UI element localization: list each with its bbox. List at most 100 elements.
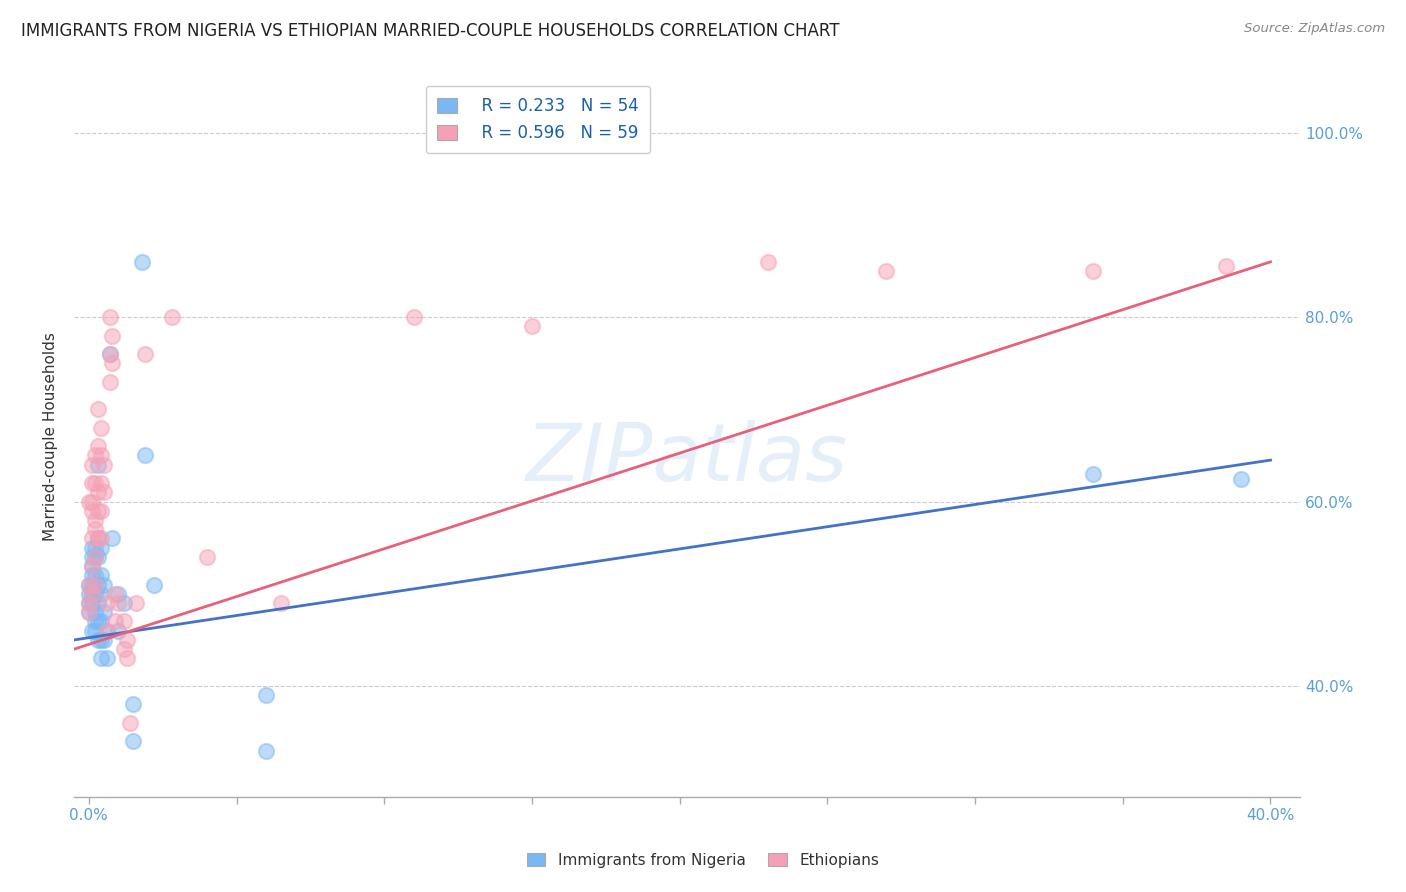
Point xyxy=(125,596,148,610)
Point xyxy=(875,264,897,278)
Point xyxy=(93,577,115,591)
Point xyxy=(83,577,105,591)
Point xyxy=(77,596,100,610)
Point xyxy=(93,632,115,647)
Point xyxy=(83,549,105,564)
Point xyxy=(80,476,103,491)
Point xyxy=(90,532,112,546)
Point xyxy=(142,577,165,591)
Point xyxy=(101,328,124,343)
Point xyxy=(83,615,105,629)
Point xyxy=(80,624,103,638)
Point xyxy=(90,568,112,582)
Point xyxy=(98,347,121,361)
Point xyxy=(98,310,121,325)
Point xyxy=(270,596,292,610)
Point xyxy=(80,568,103,582)
Point xyxy=(83,541,105,555)
Point xyxy=(77,605,100,619)
Point xyxy=(254,688,277,702)
Point xyxy=(80,577,103,591)
Point xyxy=(104,587,127,601)
Point xyxy=(520,319,543,334)
Point xyxy=(117,651,139,665)
Point xyxy=(1083,264,1105,278)
Point xyxy=(83,549,105,564)
Point xyxy=(80,532,103,546)
Point xyxy=(80,458,103,472)
Point xyxy=(195,549,218,564)
Point xyxy=(87,532,110,546)
Point xyxy=(80,587,103,601)
Point xyxy=(80,549,103,564)
Point xyxy=(131,255,153,269)
Point xyxy=(87,402,110,417)
Point xyxy=(134,347,156,361)
Legend: Immigrants from Nigeria, Ethiopians: Immigrants from Nigeria, Ethiopians xyxy=(519,845,887,875)
Point xyxy=(80,587,103,601)
Point xyxy=(1230,471,1253,485)
Text: ZIPatlas: ZIPatlas xyxy=(526,419,848,498)
Point xyxy=(90,541,112,555)
Y-axis label: Married-couple Households: Married-couple Households xyxy=(44,333,58,541)
Point xyxy=(83,513,105,527)
Point xyxy=(90,504,112,518)
Text: Source: ZipAtlas.com: Source: ZipAtlas.com xyxy=(1244,22,1385,36)
Point xyxy=(80,504,103,518)
Point xyxy=(90,651,112,665)
Point xyxy=(90,476,112,491)
Point xyxy=(83,624,105,638)
Point xyxy=(96,624,118,638)
Point xyxy=(83,587,105,601)
Point xyxy=(77,577,100,591)
Point xyxy=(117,632,139,647)
Point xyxy=(98,347,121,361)
Point xyxy=(90,632,112,647)
Point xyxy=(77,596,100,610)
Point xyxy=(254,743,277,757)
Point xyxy=(90,615,112,629)
Point xyxy=(112,596,135,610)
Point xyxy=(134,449,156,463)
Point xyxy=(83,449,105,463)
Point xyxy=(96,596,118,610)
Point xyxy=(80,494,103,508)
Point xyxy=(83,522,105,536)
Point xyxy=(112,642,135,657)
Point xyxy=(87,549,110,564)
Point xyxy=(93,605,115,619)
Point xyxy=(107,587,129,601)
Point xyxy=(1083,467,1105,481)
Point xyxy=(90,421,112,435)
Point xyxy=(87,485,110,500)
Legend:   R = 0.233   N = 54,   R = 0.596   N = 59: R = 0.233 N = 54, R = 0.596 N = 59 xyxy=(426,86,650,153)
Point xyxy=(120,715,142,730)
Point xyxy=(83,568,105,582)
Point xyxy=(122,734,145,748)
Point xyxy=(101,532,124,546)
Point xyxy=(87,596,110,610)
Point xyxy=(107,596,129,610)
Point xyxy=(87,577,110,591)
Point xyxy=(87,532,110,546)
Point xyxy=(87,504,110,518)
Point xyxy=(83,605,105,619)
Point xyxy=(80,596,103,610)
Point xyxy=(160,310,183,325)
Point xyxy=(96,624,118,638)
Point xyxy=(101,356,124,370)
Point xyxy=(104,615,127,629)
Point xyxy=(80,559,103,574)
Point xyxy=(90,587,112,601)
Point xyxy=(107,624,129,638)
Point xyxy=(90,449,112,463)
Point xyxy=(77,494,100,508)
Point xyxy=(87,615,110,629)
Point xyxy=(128,854,150,868)
Text: IMMIGRANTS FROM NIGERIA VS ETHIOPIAN MARRIED-COUPLE HOUSEHOLDS CORRELATION CHART: IMMIGRANTS FROM NIGERIA VS ETHIOPIAN MAR… xyxy=(21,22,839,40)
Point xyxy=(77,577,100,591)
Point xyxy=(77,587,100,601)
Point xyxy=(112,615,135,629)
Point xyxy=(1215,260,1237,274)
Point xyxy=(96,651,118,665)
